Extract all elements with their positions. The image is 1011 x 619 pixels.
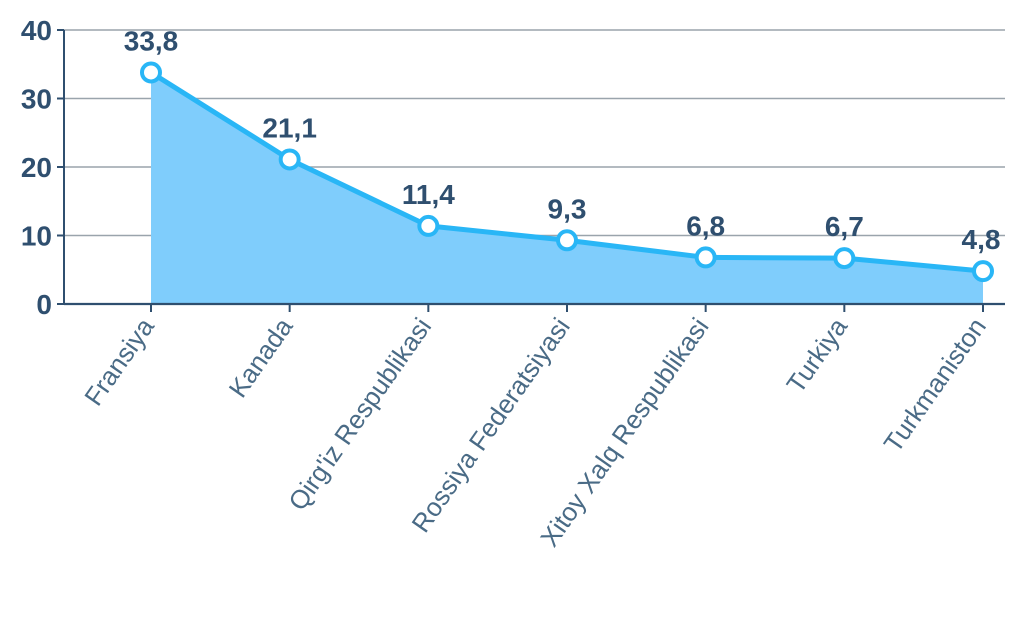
y-tick-label: 0 — [36, 289, 52, 320]
y-tick-label: 40 — [21, 15, 52, 46]
category-label: Rossiya Federatsiyasi — [405, 312, 575, 538]
data-point — [694, 246, 717, 269]
data-point — [140, 61, 162, 84]
category-label: Turkmaniston — [878, 312, 992, 457]
category-label: Fransiya — [78, 312, 160, 411]
category-label: Turkiya — [780, 312, 853, 399]
data-point — [972, 260, 994, 283]
data-label: 21,1 — [262, 112, 317, 143]
category-label: Kanada — [223, 312, 299, 403]
markers-layer — [140, 61, 994, 283]
series-area — [151, 72, 983, 304]
data-label: 11,4 — [402, 179, 455, 210]
data-label: 6,7 — [825, 211, 864, 242]
axes — [57, 29, 1005, 312]
data-label: 4,8 — [962, 224, 1001, 255]
data-label: 33,8 — [124, 25, 179, 56]
data-label: 9,3 — [548, 193, 587, 224]
data-point — [833, 247, 856, 270]
data-label: 6,8 — [686, 210, 725, 241]
data-labels: 33,8 21,1 11,4 9,3 6,8 6,7 4,8 — [124, 25, 1001, 255]
y-tick-label: 20 — [21, 152, 52, 183]
y-tick-labels: 0 10 20 30 40 — [21, 15, 52, 320]
area-fill-layer — [151, 72, 983, 304]
y-tick-label: 10 — [21, 221, 52, 252]
y-tick-label: 30 — [21, 84, 52, 115]
data-point — [417, 214, 440, 237]
data-point — [278, 148, 301, 171]
data-point — [556, 229, 578, 252]
category-label: Qirg'iz Respublikasi — [282, 312, 437, 516]
